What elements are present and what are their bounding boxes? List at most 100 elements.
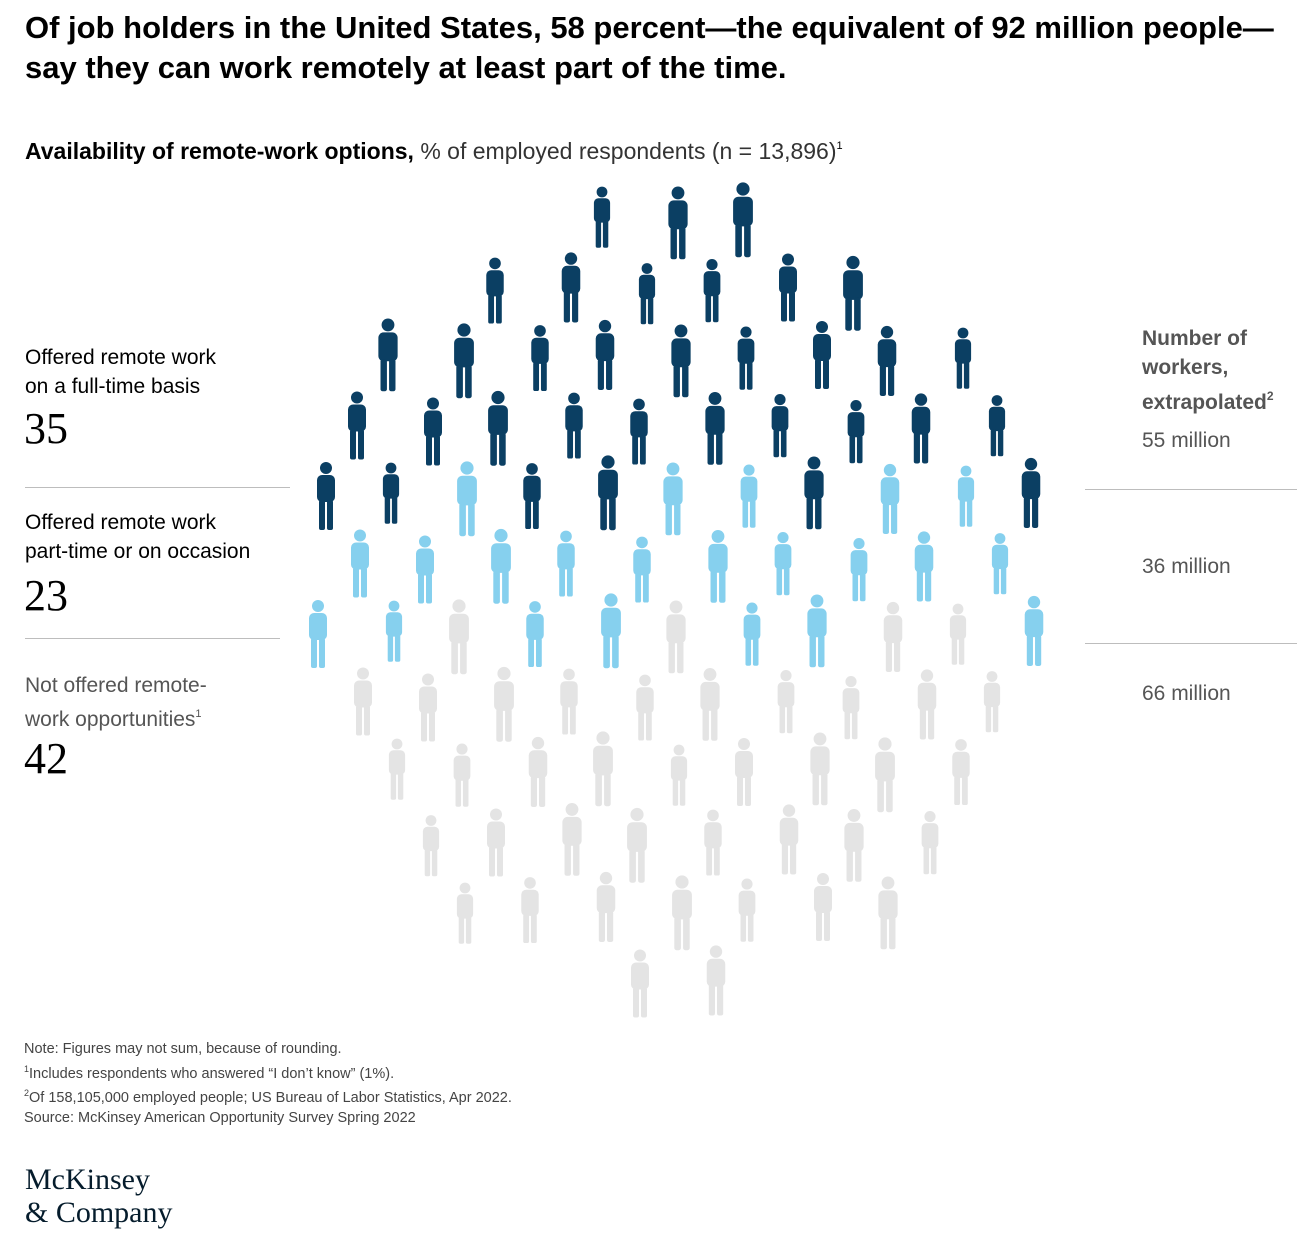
note-rounding: Note: Figures may not sum, because of ro… (24, 1041, 342, 1057)
person-icon (416, 535, 434, 604)
person-icon (666, 600, 686, 674)
person-icon (743, 602, 761, 666)
workers-title-line3: extrapolated2 (1142, 382, 1302, 417)
person-icon (850, 538, 868, 602)
person-icon (449, 599, 469, 675)
person-icon (774, 532, 792, 596)
person-icon (921, 811, 939, 875)
person-icon (807, 594, 827, 668)
workers-title: Number of workers, extrapolated2 (1142, 324, 1302, 417)
subtitle-normal: % of employed respondents (n = 13,896) (413, 138, 837, 164)
person-icon (488, 390, 508, 466)
person-icon (419, 673, 437, 742)
person-icon (486, 257, 504, 324)
person-icon (983, 671, 1001, 733)
footnote-1-mark: 1 (24, 1063, 30, 1074)
person-icon (309, 600, 327, 668)
person-icon (777, 670, 795, 734)
person-icon (491, 528, 511, 604)
person-icon (454, 323, 474, 399)
person-icon (562, 802, 582, 876)
person-icon (385, 600, 403, 662)
divider-left-2 (25, 638, 280, 639)
person-icon (1024, 595, 1044, 666)
logo-line2: & Company (25, 1196, 173, 1229)
person-icon (878, 876, 898, 950)
subtitle-bold: Availability of remote-work options, (25, 138, 414, 164)
person-icon (317, 462, 335, 530)
person-icon (557, 530, 575, 597)
logo-line1: McKinsey (25, 1163, 150, 1196)
person-icon (804, 456, 824, 530)
label-full-time-line2: on a full-time basis (25, 375, 201, 398)
person-icon (593, 186, 611, 248)
footnote-2: 2Of 158,105,000 employed people; US Bure… (24, 1084, 824, 1109)
person-icon (630, 398, 648, 465)
label-not-offered: Not offered remote- work opportunities1 (25, 671, 295, 734)
person-icon (453, 743, 471, 807)
person-icon (911, 393, 931, 464)
label-not-offered-line2: work opportunities1 (25, 700, 295, 734)
person-icon (457, 461, 477, 537)
footnote-2-text: Of 158,105,000 employed people; US Burea… (29, 1090, 512, 1106)
person-icon (487, 808, 505, 877)
person-icon (388, 738, 406, 800)
person-icon (843, 255, 863, 331)
person-icon (422, 815, 440, 877)
person-icon (633, 536, 651, 603)
person-icon (914, 531, 934, 602)
person-icon (668, 186, 688, 260)
person-icon (735, 738, 753, 806)
person-icon (771, 394, 789, 458)
person-icon (670, 744, 688, 806)
headline: Of job holders in the United States, 58 … (25, 10, 1274, 85)
mckinsey-logo: McKinsey & Company (25, 1163, 285, 1229)
workers-not-offered: 66 million (1142, 682, 1231, 705)
person-icon (523, 463, 541, 530)
person-icon (593, 731, 613, 807)
person-icon (703, 259, 721, 323)
workers-title-line3-text: extrapolated (1142, 391, 1267, 414)
person-icon (779, 804, 799, 875)
value-part-time: 23 (24, 571, 68, 620)
person-icon (528, 736, 548, 807)
person-icon (560, 668, 578, 735)
value-full-time: 35 (24, 404, 68, 453)
person-icon (991, 533, 1009, 595)
person-icon (671, 324, 691, 398)
person-icon (378, 318, 398, 392)
person-icon (883, 601, 903, 672)
person-icon (917, 669, 937, 740)
person-icon (700, 667, 720, 741)
value-not-offered: 42 (24, 734, 68, 783)
footnote-2-mark: 2 (24, 1088, 30, 1098)
divider-right-1 (1085, 489, 1297, 490)
workers-title-line1: Number of (1142, 327, 1247, 350)
subtitle-footnote-mark: 1 (836, 140, 843, 152)
person-icon (704, 809, 722, 876)
person-icon (740, 464, 758, 528)
workers-full-time: 55 million (1142, 429, 1231, 452)
person-icon (348, 391, 366, 460)
person-icon (708, 529, 728, 603)
workers-title-line2: workers, (1142, 356, 1229, 379)
person-icon (810, 732, 830, 806)
person-icon (636, 674, 654, 741)
person-icon (601, 593, 621, 669)
person-icon (595, 319, 615, 390)
person-icon (494, 666, 514, 742)
person-icon (565, 392, 583, 459)
divider-right-2 (1085, 643, 1297, 644)
person-icon (1021, 457, 1041, 528)
person-icon (627, 807, 647, 883)
chart-subtitle: Availability of remote-work options, % o… (25, 131, 1225, 166)
label-part-time-line1: Offered remote work (25, 511, 217, 534)
label-full-time-line1: Offered remote work (25, 346, 217, 369)
footnote-1: 1Includes respondents who answered “I do… (24, 1060, 824, 1085)
label-not-offered-line1: Not offered remote- (25, 674, 207, 697)
person-icon (638, 263, 656, 325)
person-icon (706, 945, 726, 1016)
divider-left-1 (25, 487, 290, 488)
person-icon (424, 397, 442, 466)
person-icon (382, 462, 400, 524)
